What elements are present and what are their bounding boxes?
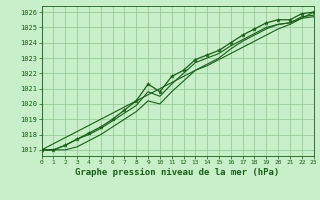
X-axis label: Graphe pression niveau de la mer (hPa): Graphe pression niveau de la mer (hPa) <box>76 168 280 177</box>
